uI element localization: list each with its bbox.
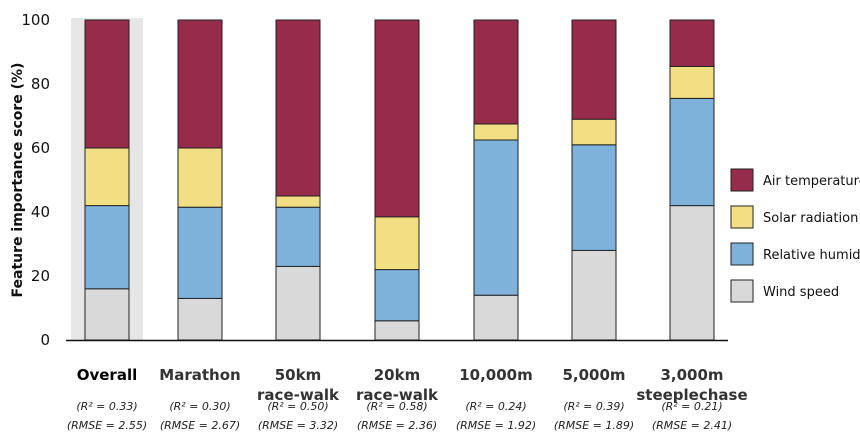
x-tick-label: 10,000m bbox=[459, 366, 533, 384]
legend-swatch-wind-speed bbox=[730, 279, 754, 303]
bar-segment-solar-radiation bbox=[374, 216, 420, 271]
model-stat-label: (RMSE = 2.36) bbox=[357, 419, 437, 432]
bar-segment-air-temperature bbox=[275, 19, 321, 197]
y-tick-label: 40 bbox=[31, 203, 50, 221]
bar-segment-wind-speed bbox=[84, 288, 130, 341]
model-stat-label: (R² = 0.58) bbox=[366, 400, 427, 413]
bar-segment-relative-humidity bbox=[84, 205, 130, 290]
y-tick-label: 80 bbox=[31, 75, 50, 93]
bar-segment-relative-humidity bbox=[669, 97, 715, 207]
bar-segment-solar-radiation bbox=[275, 195, 321, 208]
x-tick-label: race-walk bbox=[257, 386, 340, 404]
x-tick-label: 20km bbox=[374, 366, 420, 384]
x-tick-label: Overall bbox=[77, 366, 138, 384]
bar-segment-solar-radiation bbox=[669, 65, 715, 99]
model-stat-label: (R² = 0.39) bbox=[563, 400, 624, 413]
x-tick-label: race-walk bbox=[356, 386, 439, 404]
bar-segment-air-temperature bbox=[84, 19, 130, 149]
y-tick-label: 60 bbox=[31, 139, 50, 157]
x-tick-label: 50km bbox=[275, 366, 321, 384]
bar-segment-relative-humidity bbox=[275, 206, 321, 267]
bar-segment-wind-speed bbox=[374, 320, 420, 341]
legend-swatch-relative-humidity bbox=[730, 242, 754, 266]
y-axis-label: Feature importance score (%) bbox=[10, 63, 26, 298]
model-stat-label: (RMSE = 1.89) bbox=[554, 419, 634, 432]
bar-segment-wind-speed bbox=[275, 265, 321, 341]
y-tick-label: 100 bbox=[21, 11, 50, 29]
bar-segment-wind-speed bbox=[669, 205, 715, 341]
model-stat-label: (RMSE = 2.41) bbox=[652, 419, 732, 432]
bar-segment-solar-radiation bbox=[473, 123, 519, 141]
model-stat-label: (RMSE = 2.55) bbox=[67, 419, 147, 432]
bar-segment-air-temperature bbox=[177, 19, 223, 149]
x-tick-label: 3,000m bbox=[660, 366, 723, 384]
model-stat-label: (RMSE = 2.67) bbox=[160, 419, 240, 432]
legend-label-air-temperature: Air temperature bbox=[763, 174, 860, 189]
bar-segment-wind-speed bbox=[177, 297, 223, 341]
bar-segment-air-temperature bbox=[473, 19, 519, 125]
x-tick-label: Marathon bbox=[159, 366, 240, 384]
bar-segment-wind-speed bbox=[571, 249, 617, 341]
model-stat-label: (RMSE = 1.92) bbox=[456, 419, 536, 432]
bar-segment-relative-humidity bbox=[473, 139, 519, 296]
bar-segment-wind-speed bbox=[473, 294, 519, 341]
bar-segment-air-temperature bbox=[374, 19, 420, 218]
x-tick-label: 5,000m bbox=[562, 366, 625, 384]
model-stat-label: (R² = 0.21) bbox=[661, 400, 722, 413]
legend-label-relative-humidity: Relative humidity bbox=[763, 248, 860, 263]
model-stat-label: (R² = 0.33) bbox=[76, 400, 137, 413]
model-stat-label: (R² = 0.30) bbox=[169, 400, 230, 413]
x-tick-label: steeplechase bbox=[636, 386, 747, 404]
legend-swatch-air-temperature bbox=[730, 168, 754, 192]
bar-segment-relative-humidity bbox=[177, 206, 223, 299]
bar-segment-solar-radiation bbox=[84, 147, 130, 207]
legend-label-wind-speed: Wind speed bbox=[763, 285, 839, 300]
model-stat-label: (R² = 0.50) bbox=[267, 400, 328, 413]
bar-segment-air-temperature bbox=[669, 19, 715, 67]
y-tick-label: 0 bbox=[40, 331, 50, 349]
model-stat-label: (R² = 0.24) bbox=[465, 400, 526, 413]
bar-segment-relative-humidity bbox=[374, 269, 420, 322]
legend-label-solar-radiation: Solar radiation bbox=[763, 211, 858, 226]
bar-segment-air-temperature bbox=[571, 19, 617, 120]
bar-segment-solar-radiation bbox=[177, 147, 223, 208]
model-stat-label: (RMSE = 3.32) bbox=[258, 419, 338, 432]
bar-segment-relative-humidity bbox=[571, 144, 617, 251]
legend-swatch-solar-radiation bbox=[730, 205, 754, 229]
bar-segment-solar-radiation bbox=[571, 118, 617, 146]
y-tick-label: 20 bbox=[31, 267, 50, 285]
